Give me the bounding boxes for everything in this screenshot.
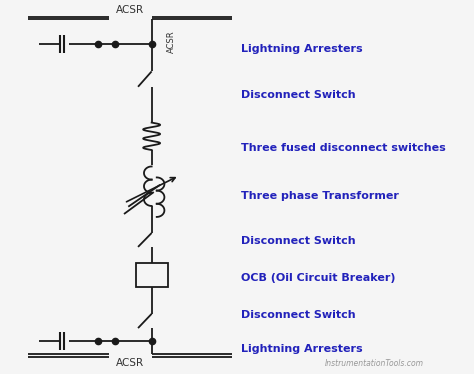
Text: Lightning Arresters: Lightning Arresters	[241, 45, 363, 55]
Text: Disconnect Switch: Disconnect Switch	[241, 310, 356, 319]
Text: InstrumentationTools.com: InstrumentationTools.com	[325, 359, 424, 368]
Text: Disconnect Switch: Disconnect Switch	[241, 90, 356, 100]
Text: Lightning Arresters: Lightning Arresters	[241, 344, 363, 354]
Text: OCB (Oil Circuit Breaker): OCB (Oil Circuit Breaker)	[241, 273, 395, 283]
Text: Disconnect Switch: Disconnect Switch	[241, 236, 356, 246]
Bar	[136, 263, 168, 287]
Text: Three fused disconnect switches: Three fused disconnect switches	[241, 143, 446, 153]
Text: ACSR: ACSR	[166, 31, 175, 53]
Text: ACSR: ACSR	[116, 5, 145, 15]
Text: ACSR: ACSR	[116, 358, 145, 368]
Text: Three phase Transformer: Three phase Transformer	[241, 191, 399, 201]
